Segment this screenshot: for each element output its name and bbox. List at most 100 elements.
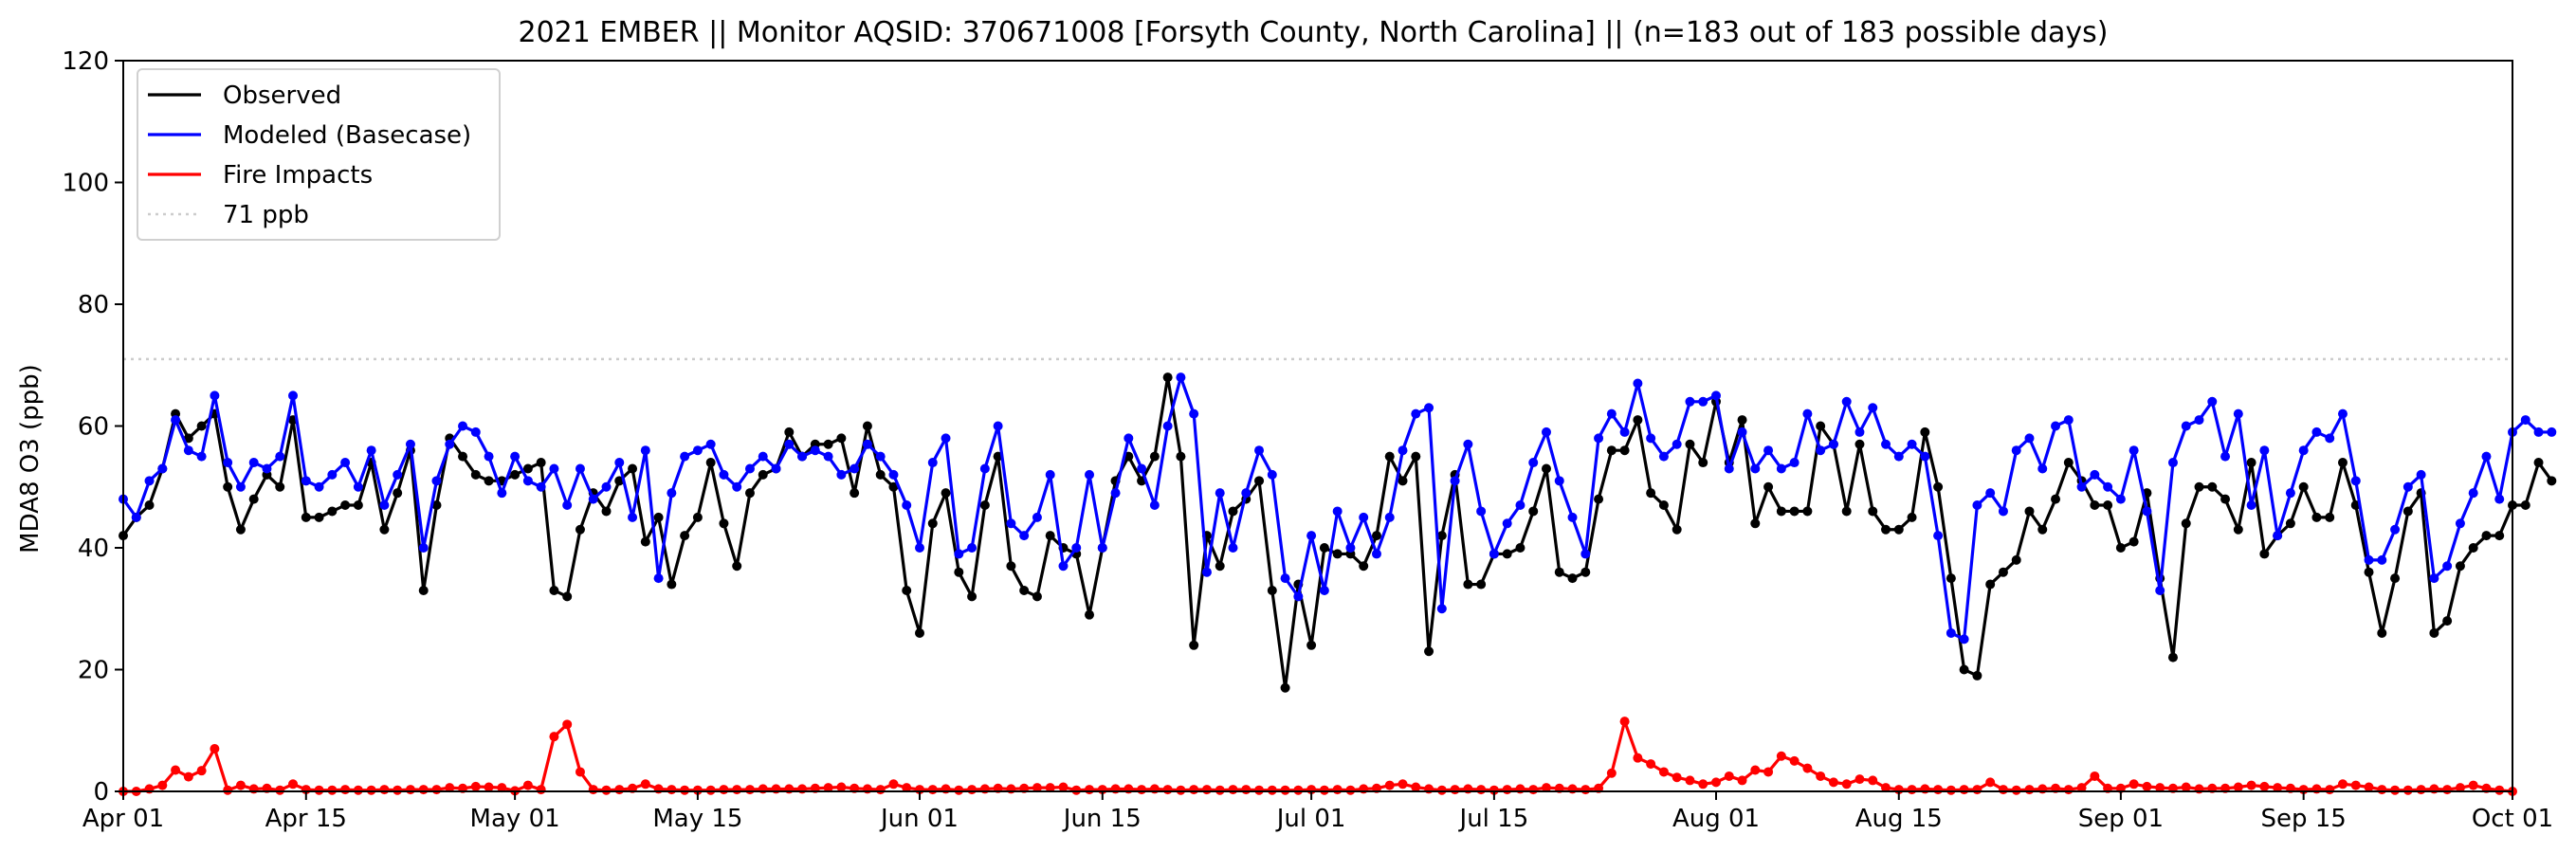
data-point-fire-impacts [1384, 780, 1395, 790]
data-point-fire-impacts [1489, 785, 1499, 795]
data-point-observed [1685, 439, 1695, 449]
data-point-modeled-basecase [1907, 439, 1917, 449]
data-point-fire-impacts [1972, 785, 1982, 795]
y-tick-label: 40 [78, 535, 109, 563]
x-tick-label: May 01 [470, 805, 560, 833]
data-point-observed [653, 512, 664, 522]
data-point-modeled-basecase [522, 476, 533, 486]
data-point-fire-impacts [1881, 783, 1891, 793]
axes: 0 20 40 60 80 100 120 Apr 01 Apr 15 May 01 May 15 J… [62, 47, 2553, 833]
x-tick-label: May 15 [652, 805, 742, 833]
data-point-observed [1933, 481, 1944, 492]
data-point-observed [1319, 543, 1329, 553]
data-point-observed [2167, 652, 2178, 662]
data-point-observed [2063, 458, 2074, 468]
data-point-observed [1633, 415, 1643, 426]
data-point-fire-impacts [1137, 785, 1147, 795]
data-point-modeled-basecase [210, 390, 220, 401]
data-point-modeled-basecase [1071, 543, 1082, 553]
data-point-observed [2468, 543, 2478, 553]
data-point-modeled-basecase [1750, 463, 1761, 474]
data-point-observed [470, 469, 481, 480]
data-point-modeled-basecase [223, 458, 233, 468]
data-point-observed [1594, 494, 1604, 504]
data-point-fire-impacts [405, 785, 415, 795]
data-point-modeled-basecase [1946, 627, 1956, 638]
data-point-modeled-basecase [288, 390, 299, 401]
data-point-fire-impacts [1332, 785, 1343, 795]
data-point-modeled-basecase [2429, 573, 2439, 584]
data-point-modeled-basecase [2259, 445, 2270, 456]
data-point-modeled-basecase [2311, 426, 2322, 437]
data-point-observed [2024, 506, 2035, 517]
data-point-fire-impacts [875, 785, 886, 795]
data-point-observed [850, 488, 860, 499]
data-point-modeled-basecase [1959, 634, 1969, 644]
data-point-observed [836, 433, 847, 444]
data-point-modeled-basecase [1345, 543, 1356, 553]
data-point-modeled-basecase [1149, 500, 1160, 511]
data-point-fire-impacts [1633, 753, 1643, 763]
data-point-observed [705, 458, 716, 468]
data-point-modeled-basecase [183, 445, 193, 456]
data-point-modeled-basecase [2390, 524, 2401, 535]
data-point-modeled-basecase [1241, 488, 1251, 499]
data-point-modeled-basecase [314, 481, 324, 492]
y-tick-label: 120 [62, 47, 109, 76]
legend-label: Modeled (Basecase) [223, 121, 471, 150]
data-point-observed [902, 585, 912, 595]
data-point-fire-impacts [1071, 785, 1082, 795]
data-point-observed [823, 439, 833, 449]
data-point-observed [1789, 506, 1800, 517]
data-point-modeled-basecase [1254, 445, 1265, 456]
data-point-fire-impacts [1816, 771, 1826, 781]
data-point-observed [314, 512, 324, 522]
data-point-fire-impacts [327, 785, 338, 795]
data-point-modeled-basecase [1502, 518, 1512, 529]
data-point-modeled-basecase [601, 481, 612, 492]
data-point-fire-impacts [719, 785, 729, 795]
data-point-modeled-basecase [2181, 421, 2191, 431]
data-point-fire-impacts [1646, 759, 1656, 770]
data-point-observed [628, 463, 638, 474]
data-point-observed [941, 488, 951, 499]
data-point-modeled-basecase [744, 463, 755, 474]
data-point-modeled-basecase [2103, 481, 2113, 492]
data-point-fire-impacts [2024, 785, 2035, 795]
data-point-modeled-basecase [680, 451, 690, 462]
y-tick-label: 100 [62, 170, 109, 198]
data-point-observed [549, 585, 559, 595]
data-point-modeled-basecase [196, 451, 207, 462]
data-point-modeled-basecase [1685, 396, 1695, 407]
data-point-modeled-basecase [1058, 561, 1069, 572]
data-point-observed [1306, 640, 1317, 650]
data-point-modeled-basecase [875, 451, 886, 462]
data-point-fire-impacts [705, 785, 716, 795]
data-point-fire-impacts [353, 785, 363, 795]
data-point-fire-impacts [1045, 783, 1055, 793]
legend-label: Observed [223, 82, 341, 110]
data-point-observed [2402, 506, 2413, 517]
data-point-observed [1868, 506, 1878, 517]
data-point-fire-impacts [340, 785, 351, 795]
x-tick-label: Apr 15 [265, 805, 347, 833]
data-point-fire-impacts [1254, 785, 1265, 795]
data-point-fire-impacts [744, 785, 755, 795]
data-point-fire-impacts [1854, 774, 1865, 785]
data-point-modeled-basecase [1763, 445, 1774, 456]
data-point-modeled-basecase [353, 481, 363, 492]
data-point-modeled-basecase [1384, 512, 1395, 522]
data-point-modeled-basecase [2325, 433, 2335, 444]
data-point-modeled-basecase [327, 469, 338, 480]
data-point-modeled-basecase [2364, 554, 2374, 565]
data-point-observed [522, 463, 533, 474]
data-point-fire-impacts [888, 779, 899, 789]
data-point-fire-impacts [1933, 785, 1944, 795]
data-point-fire-impacts [1189, 785, 1199, 795]
data-point-observed [2547, 476, 2557, 486]
data-point-observed [1398, 476, 1408, 486]
data-point-observed [2220, 494, 2231, 504]
data-point-modeled-basecase [131, 512, 141, 522]
data-point-fire-impacts [562, 719, 573, 730]
